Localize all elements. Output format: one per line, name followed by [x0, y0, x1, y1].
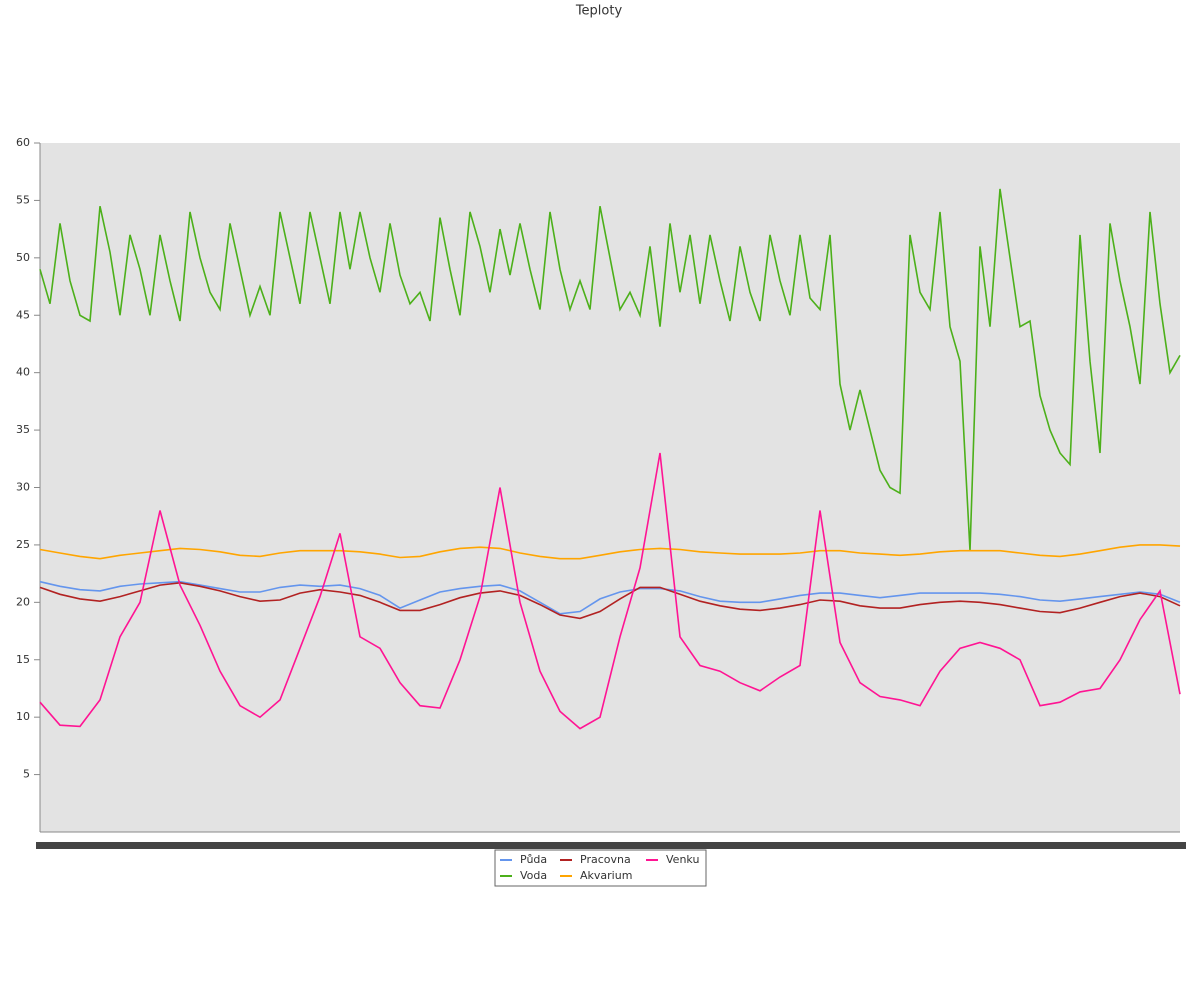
legend-label: Voda: [520, 869, 547, 882]
legend-label: Venku: [666, 853, 699, 866]
x-axis-labels-band: [36, 842, 1186, 849]
series-line: [39, 188, 1181, 551]
chart-title: Teploty: [575, 4, 623, 19]
y-tick-label: 30: [16, 481, 30, 494]
y-tick-label: 5: [23, 768, 30, 781]
y-tick-label: 15: [16, 653, 30, 666]
legend: [494, 849, 707, 887]
y-tick-label: 10: [16, 710, 30, 723]
y-tick-label: 20: [16, 595, 30, 608]
y-tick-label: 45: [16, 308, 30, 321]
y-tick-label: 55: [16, 193, 30, 206]
y-tick-label: 40: [16, 366, 30, 379]
y-tick-label: 35: [16, 423, 30, 436]
y-tick-label: 60: [16, 136, 30, 149]
legend-label: Půda: [520, 853, 547, 866]
series-line: [39, 581, 1181, 620]
legend-label: Akvarium: [580, 869, 632, 882]
y-tick-label: 50: [16, 251, 30, 264]
series-line: [39, 580, 1181, 615]
series-line: [39, 544, 1181, 560]
legend-label: Pracovna: [580, 853, 631, 866]
y-tick-label: 25: [16, 538, 30, 551]
series-line: [39, 452, 1181, 730]
